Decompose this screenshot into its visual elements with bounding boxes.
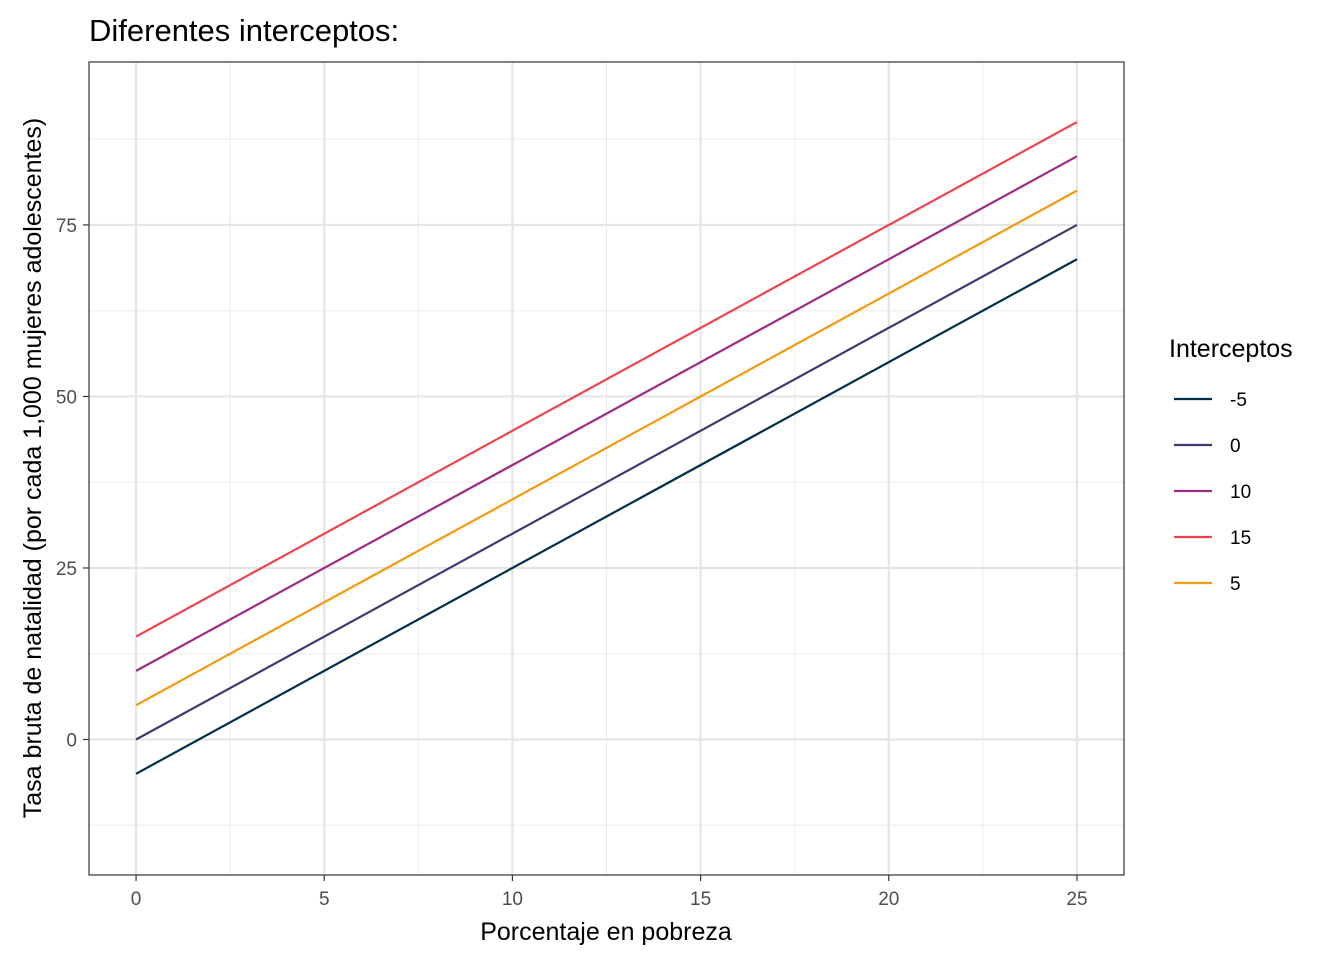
x-tick-label: 25 xyxy=(1066,889,1087,910)
series-lines xyxy=(135,121,1078,775)
series-line--5 xyxy=(135,258,1078,775)
legend-item-15: 15 xyxy=(1174,528,1251,549)
y-tick-label: 25 xyxy=(56,559,77,580)
legend-label: 0 xyxy=(1230,436,1241,457)
plot-border xyxy=(88,61,1125,876)
legend-item-0: 0 xyxy=(1174,436,1241,457)
legend-label: 15 xyxy=(1230,528,1251,549)
legend-item-5: 5 xyxy=(1174,574,1241,595)
chart-title: Diferentes interceptos: xyxy=(89,13,399,48)
y-axis: 0 25 50 75 xyxy=(56,216,89,752)
x-tick-label: 20 xyxy=(878,889,899,910)
y-tick-label: 75 xyxy=(56,216,77,237)
legend: Interceptos -5 0 10 15 5 xyxy=(1169,335,1293,595)
legend-label: 5 xyxy=(1230,574,1241,595)
series-line-15 xyxy=(135,121,1078,638)
series-line-10 xyxy=(135,155,1078,672)
x-tick-label: 0 xyxy=(131,889,142,910)
x-axis: 0 5 10 15 20 25 xyxy=(131,875,1088,910)
x-axis-title: Porcentaje en pobreza xyxy=(480,918,732,946)
legend-item--5: -5 xyxy=(1174,390,1247,411)
y-tick-label: 50 xyxy=(56,387,77,408)
x-tick-label: 5 xyxy=(319,889,330,910)
series-line-5 xyxy=(135,189,1078,707)
legend-title: Interceptos xyxy=(1169,335,1293,363)
legend-item-10: 10 xyxy=(1174,482,1251,503)
y-axis-title: Tasa bruta de natalidad (por cada 1,000 … xyxy=(19,118,47,818)
y-tick-label: 0 xyxy=(66,731,77,752)
series-line-0 xyxy=(135,223,1078,741)
x-tick-label: 10 xyxy=(502,889,523,910)
legend-label: 10 xyxy=(1230,482,1251,503)
legend-label: -5 xyxy=(1230,390,1247,411)
x-tick-label: 15 xyxy=(690,889,711,910)
